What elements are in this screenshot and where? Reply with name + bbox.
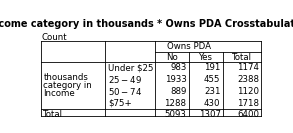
- Text: 231: 231: [204, 87, 221, 96]
- Text: 1307: 1307: [199, 110, 221, 119]
- Text: $50 - $74: $50 - $74: [108, 86, 142, 97]
- Text: Total: Total: [232, 53, 252, 62]
- Text: Count: Count: [41, 33, 67, 42]
- Text: Income category in thousands * Owns PDA Crosstabulation: Income category in thousands * Owns PDA …: [0, 19, 293, 29]
- Text: thousands: thousands: [43, 73, 88, 82]
- Text: 5093: 5093: [165, 110, 186, 119]
- Text: 430: 430: [204, 99, 221, 108]
- Text: 1933: 1933: [165, 75, 186, 84]
- Text: 1718: 1718: [237, 99, 259, 108]
- Text: Owns PDA: Owns PDA: [167, 42, 211, 51]
- Text: 455: 455: [204, 75, 221, 84]
- Text: 6400: 6400: [237, 110, 259, 119]
- Text: category in: category in: [43, 81, 92, 90]
- Text: Under $25: Under $25: [108, 63, 154, 72]
- Text: 2388: 2388: [237, 75, 259, 84]
- Text: $25 - $49: $25 - $49: [108, 74, 142, 85]
- Text: $75+: $75+: [108, 99, 132, 108]
- Text: 889: 889: [170, 87, 186, 96]
- Text: 191: 191: [204, 63, 221, 72]
- Text: Income: Income: [43, 89, 75, 98]
- Text: 1174: 1174: [237, 63, 259, 72]
- Text: Yes: Yes: [199, 53, 213, 62]
- Text: 1288: 1288: [164, 99, 186, 108]
- Text: No: No: [166, 53, 178, 62]
- Text: Total: Total: [43, 110, 64, 119]
- Text: 1120: 1120: [237, 87, 259, 96]
- Text: 983: 983: [170, 63, 186, 72]
